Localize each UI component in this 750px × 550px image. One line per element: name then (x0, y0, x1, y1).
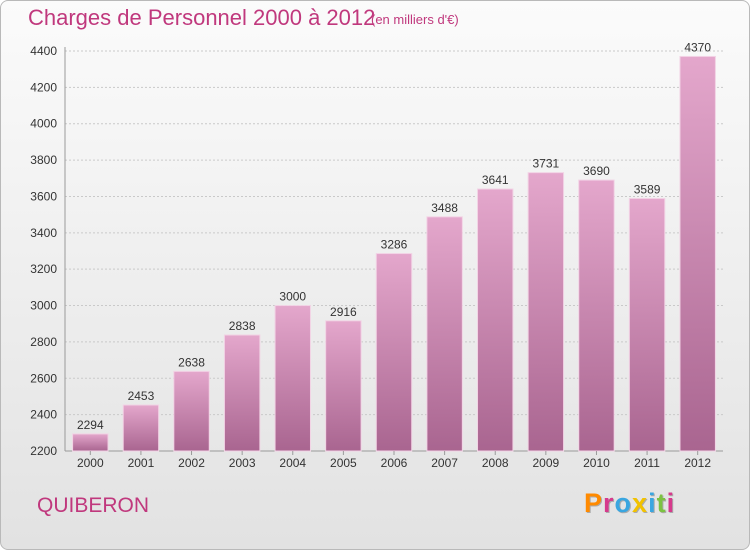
logo-letter: r (603, 488, 615, 518)
data-label-2008: 3641 (482, 173, 509, 187)
town-name: QUIBERON (37, 494, 150, 517)
bar-2010[interactable] (578, 179, 615, 452)
bar-2001[interactable] (122, 404, 160, 452)
data-label-2012: 4370 (684, 40, 711, 54)
bar-2007[interactable] (426, 216, 463, 452)
bar-2004[interactable] (274, 305, 311, 452)
data-label-2003: 2838 (229, 319, 256, 333)
x-tick-label: 2010 (583, 456, 610, 470)
bar-2008[interactable] (477, 188, 514, 452)
y-tick-label: 3600 (30, 189, 57, 203)
data-labels: 2294 2453 2638 2838 3000 2916 3286 3488 3641 3731… (77, 40, 711, 431)
x-tick-label: 2002 (178, 456, 205, 470)
x-tick-label: 2008 (482, 456, 509, 470)
data-label-2002: 2638 (178, 355, 205, 369)
proxiti-logo[interactable]: Proxiti (584, 488, 675, 519)
bar-2002[interactable] (173, 370, 210, 452)
bar-2003[interactable] (223, 334, 261, 452)
logo-letter: t (656, 488, 667, 518)
x-tick-label: 2000 (77, 456, 104, 470)
x-tick-label: 2006 (381, 456, 408, 470)
bar-2006[interactable] (375, 253, 413, 452)
x-tick-label: 2011 (634, 456, 660, 470)
bar-2000[interactable] (72, 433, 109, 452)
logo-letter: P (584, 488, 604, 518)
chart-title: Charges de Personnel 2000 à 2012 (28, 5, 376, 30)
data-label-2001: 2453 (128, 389, 155, 403)
data-label-2006: 3286 (381, 238, 408, 252)
chart-subtitle: (en milliers d'€) (371, 12, 459, 27)
data-label-2005: 2916 (330, 305, 357, 319)
bar-2011[interactable] (628, 197, 666, 452)
bar-2005[interactable] (325, 320, 362, 452)
logo-letter: o (614, 488, 633, 518)
bar-2012[interactable] (679, 55, 716, 452)
data-label-2010: 3690 (583, 164, 610, 178)
y-tick-label: 2800 (30, 335, 57, 349)
y-tick-label: 4200 (30, 80, 57, 94)
y-tick-label: 3400 (30, 226, 57, 240)
x-tick-label: 2012 (684, 456, 711, 470)
logo-letter: i (666, 488, 676, 518)
data-label-2011: 3589 (634, 182, 661, 196)
y-tick-label: 3200 (30, 262, 57, 276)
logo-letter: i (648, 488, 657, 518)
y-tick-label: 4400 (30, 44, 57, 58)
y-tick-label: 3800 (30, 153, 57, 167)
x-tick-label: 2007 (431, 456, 458, 470)
bars (72, 55, 716, 452)
x-tick-label: 2003 (229, 456, 256, 470)
x-tick-label: 2001 (128, 456, 155, 470)
x-tick-label: 2004 (279, 456, 306, 470)
x-tick-label: 2005 (330, 456, 357, 470)
data-label-2007: 3488 (431, 201, 458, 215)
y-tick-label: 4000 (30, 117, 57, 131)
bar-2009[interactable] (527, 172, 565, 452)
y-axis-ticks: 2200 2400 2600 2800 3000 3200 3400 3600 3800 4000… (30, 44, 57, 458)
x-axis-ticks: 2000 2001 2002 2003 2004 2005 2006 2007 2008 2009… (77, 451, 711, 470)
y-tick-label: 2200 (30, 444, 57, 458)
y-tick-label: 3000 (30, 299, 57, 313)
data-label-2004: 3000 (279, 290, 306, 304)
y-tick-label: 2400 (30, 408, 57, 422)
data-label-2009: 3731 (532, 157, 559, 171)
y-tick-label: 2600 (30, 371, 57, 385)
data-label-2000: 2294 (77, 418, 104, 432)
logo-letter: x (632, 488, 649, 518)
x-tick-label: 2009 (532, 456, 559, 470)
